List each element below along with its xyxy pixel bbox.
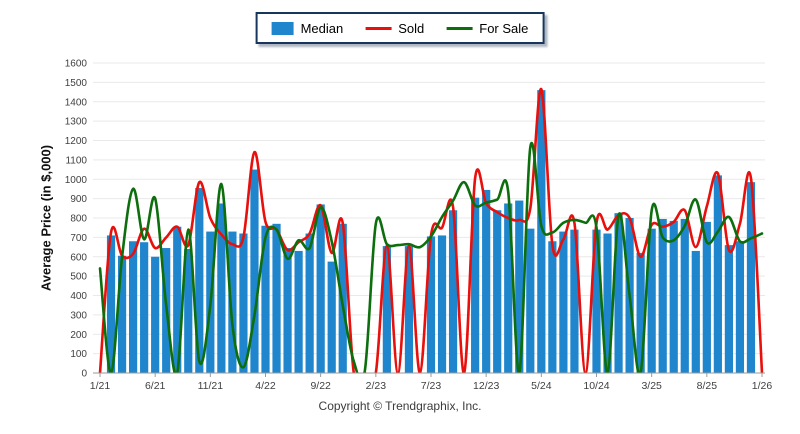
y-tick-label: 300	[70, 310, 87, 321]
median-bar[interactable]	[482, 189, 491, 373]
legend-item-median[interactable]: Median	[271, 20, 344, 36]
x-tick-label: 8/25	[697, 380, 718, 392]
x-tick-label: 12/23	[473, 380, 499, 392]
median-bar[interactable]	[129, 241, 138, 373]
legend-label-forsale: For Sale	[479, 20, 529, 36]
median-bar[interactable]	[592, 229, 601, 373]
median-bar[interactable]	[702, 221, 711, 373]
median-bar[interactable]	[217, 203, 226, 373]
x-tick-label: 1/26	[752, 380, 773, 392]
sold-line[interactable]	[98, 87, 764, 384]
y-tick-label: 1300	[65, 117, 88, 128]
y-tick-label: 500	[70, 272, 87, 283]
legend: Median Sold For Sale	[255, 12, 545, 44]
x-tick-label: 5/24	[531, 380, 552, 392]
median-bar[interactable]	[570, 229, 579, 373]
median-bar[interactable]	[173, 226, 182, 373]
median-bar[interactable]	[437, 235, 447, 373]
median-bar[interactable]	[195, 187, 204, 373]
median-bar[interactable]	[382, 246, 391, 373]
x-axis: 1/21 6/21 11/21 4/22 9/22 2/23 7/23 12/23 5/24 10…	[90, 372, 773, 392]
median-bar[interactable]	[305, 233, 314, 374]
y-tick-label: 600	[70, 252, 87, 263]
median-bar[interactable]	[735, 241, 745, 373]
y-tick-label: 1600	[65, 59, 88, 70]
median-bar[interactable]	[250, 169, 259, 373]
legend-label-sold: Sold	[398, 20, 425, 36]
y-tick-label: 1200	[65, 136, 88, 147]
x-tick-label: 9/22	[310, 380, 331, 392]
x-tick-label: 1/21	[90, 380, 111, 392]
median-bar[interactable]	[614, 213, 623, 373]
median-bar[interactable]	[603, 233, 612, 374]
median-bar[interactable]	[117, 255, 127, 373]
median-bar[interactable]	[106, 235, 116, 373]
copyright-text: Copyright © Trendgraphix, Inc.	[318, 399, 482, 413]
median-bars	[106, 90, 756, 374]
median-bar[interactable]	[548, 241, 557, 373]
median-bar[interactable]	[327, 261, 336, 373]
x-tick-label: 3/25	[641, 380, 662, 392]
median-bar[interactable]	[471, 197, 480, 373]
x-tick-label: 10/24	[583, 380, 609, 392]
median-bar[interactable]	[658, 218, 667, 373]
y-tick-label: 800	[70, 214, 87, 225]
median-bar[interactable]	[559, 231, 568, 373]
median-bar[interactable]	[724, 245, 733, 373]
x-tick-label: 4/22	[255, 380, 276, 392]
y-tick-label: 100	[70, 349, 87, 360]
median-bar[interactable]	[504, 203, 513, 373]
median-bar[interactable]	[515, 200, 524, 373]
y-tick-label: 1000	[65, 175, 88, 186]
median-bar[interactable]	[404, 246, 414, 373]
median-bar[interactable]	[283, 248, 292, 373]
median-bar[interactable]	[261, 225, 270, 373]
median-bar[interactable]	[526, 228, 535, 373]
median-bar[interactable]	[647, 228, 656, 373]
y-tick-label: 400	[70, 291, 87, 302]
y-tick-label: 900	[70, 194, 87, 205]
median-bar[interactable]	[184, 249, 193, 373]
median-bar[interactable]	[537, 90, 546, 373]
median-bar[interactable]	[448, 210, 458, 373]
median-bar[interactable]	[316, 204, 325, 373]
x-tick-label: 7/23	[421, 380, 442, 392]
y-tick-label: 1400	[65, 97, 88, 108]
y-tick-label: 1500	[65, 78, 88, 89]
median-bar[interactable]	[239, 233, 248, 374]
median-bar[interactable]	[680, 218, 689, 373]
y-tick-label: 1100	[65, 155, 87, 166]
legend-item-forsale[interactable]: For Sale	[446, 21, 528, 36]
forsale-line[interactable]	[98, 142, 764, 381]
median-bar[interactable]	[691, 250, 700, 373]
legend-item-sold[interactable]: Sold	[365, 21, 424, 36]
y-tick-label: 200	[70, 330, 87, 341]
x-tick-label: 2/23	[366, 380, 387, 392]
median-bar[interactable]	[636, 252, 645, 373]
legend-label-median: Median	[300, 20, 344, 36]
median-bar[interactable]	[228, 231, 237, 373]
median-bar[interactable]	[746, 182, 756, 373]
y-tick-label: 0	[81, 369, 87, 380]
median-bar[interactable]	[493, 210, 502, 373]
median-bar[interactable]	[151, 256, 160, 373]
median-swatch-icon	[271, 21, 294, 35]
median-bar[interactable]	[713, 175, 722, 373]
x-tick-label: 11/21	[198, 380, 224, 392]
median-bar[interactable]	[272, 223, 281, 373]
median-bar[interactable]	[140, 242, 149, 373]
median-bar[interactable]	[294, 250, 303, 373]
x-tick-label: 6/21	[145, 380, 166, 392]
sold-line-swatch-icon	[365, 26, 392, 30]
median-bar[interactable]	[669, 220, 678, 373]
y-tick-label: 700	[70, 233, 87, 244]
forsale-line-swatch-icon	[446, 26, 473, 30]
median-bar[interactable]	[426, 236, 436, 373]
